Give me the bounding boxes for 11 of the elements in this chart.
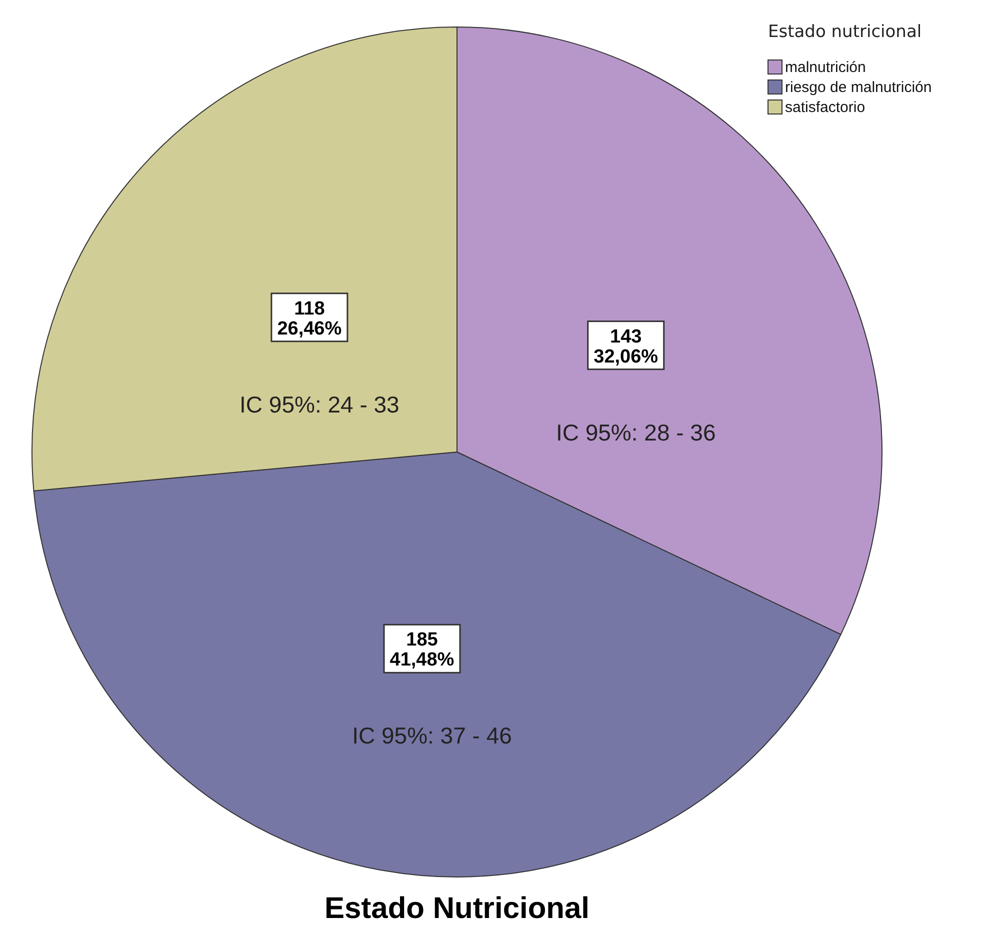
legend-label: malnutrición <box>785 59 866 76</box>
legend-title: Estado nutricional <box>768 22 922 42</box>
text: IC 95%: 28 - 36 <box>556 419 716 446</box>
data-label: 143 32,06% <box>594 326 658 368</box>
data-label: 118 26,46% <box>277 298 342 340</box>
legend-label: riesgo de malnutrición <box>785 79 932 96</box>
data-label: 185 41,48% <box>390 630 454 671</box>
text: Estado Nutricional <box>324 892 590 925</box>
text: IC 95%: 37 - 46 <box>352 722 512 749</box>
text: IC 95%: 24 - 33 <box>240 391 400 418</box>
legend-label: satisfactorio <box>785 99 866 116</box>
